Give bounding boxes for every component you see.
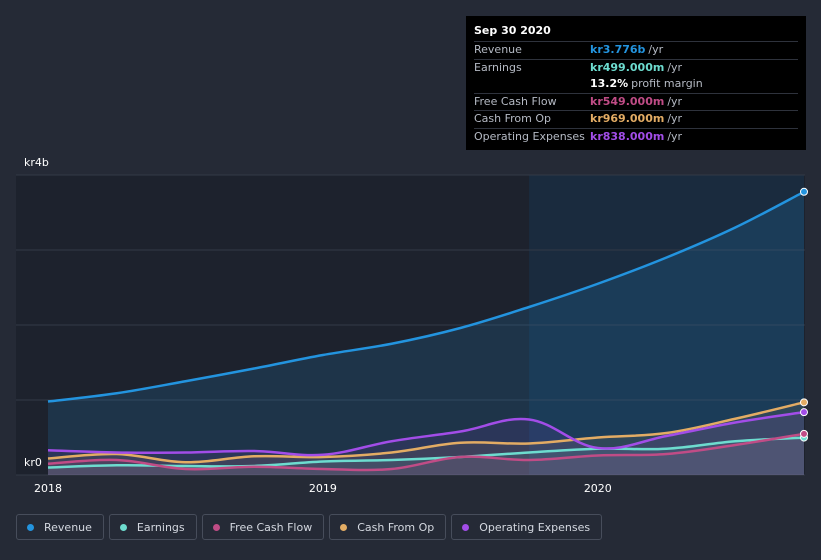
line-cash-from-op xyxy=(47,401,805,464)
legend-dot-icon xyxy=(27,523,34,531)
tooltip-value: kr499.000m xyxy=(590,60,665,74)
legend-item-operating-expenses[interactable]: Operating Expenses xyxy=(451,514,603,540)
tooltip-unit: /yr xyxy=(667,129,683,143)
legend-dot-icon xyxy=(462,523,470,531)
legend-item-free-cash-flow[interactable]: Free Cash Flow xyxy=(201,514,325,540)
tooltip-label: Operating Expenses xyxy=(474,129,585,143)
line-chart: kr4b kr0 2018 2019 2020 xyxy=(16,156,808,495)
marker-free-cash-flow xyxy=(800,429,808,438)
grid-lines xyxy=(16,174,805,476)
tooltip-label: Free Cash Flow xyxy=(474,94,557,108)
tooltip-unit: /yr xyxy=(667,112,683,125)
marker-operating-expenses xyxy=(800,408,808,417)
line-operating-expenses xyxy=(47,410,805,457)
tooltip-unit: /yr xyxy=(648,43,664,56)
tooltip-panel: Sep 30 2020 Revenue kr3.776b /yr Earning… xyxy=(466,16,806,150)
tooltip-unit: /yr xyxy=(667,60,683,74)
line-free-cash-flow xyxy=(47,432,805,472)
area-earnings xyxy=(48,437,804,475)
legend-label: Free Cash Flow xyxy=(229,520,313,534)
series-lines xyxy=(47,190,805,472)
tooltip-spacer xyxy=(474,76,590,93)
tooltip-unit: /yr xyxy=(667,94,683,108)
legend-label: Operating Expenses xyxy=(479,520,591,534)
line-revenue xyxy=(47,190,805,403)
tooltip-label: Revenue xyxy=(474,43,522,56)
tooltip-value: kr3.776b xyxy=(590,43,646,56)
y-axis-top-label: kr4b xyxy=(24,156,49,169)
line-earnings xyxy=(47,436,805,469)
tooltip-row-earnings: Earnings kr499.000m /yr xyxy=(474,58,798,77)
tooltip-row-operating-expenses: Operating Expenses kr838.000m /yr xyxy=(474,127,798,146)
area-free-cash-flow xyxy=(48,433,804,475)
series-end-markers xyxy=(800,187,808,442)
chart-legend: Revenue Earnings Free Cash Flow Cash Fro… xyxy=(16,514,603,542)
tooltip-label: Cash From Op xyxy=(474,112,552,125)
x-tick-label: 2019 xyxy=(309,482,337,495)
tooltip-label: Earnings xyxy=(474,60,522,74)
legend-label: Revenue xyxy=(44,520,92,534)
legend-item-cash-from-op[interactable]: Cash From Op xyxy=(329,514,447,540)
x-axis-ticks: 2018 2019 2020 xyxy=(34,482,612,495)
tooltip-row-profit-margin: 13.2% profit margin xyxy=(474,76,798,93)
area-revenue xyxy=(48,191,804,476)
legend-item-earnings[interactable]: Earnings xyxy=(108,514,197,540)
marker-revenue xyxy=(800,187,808,196)
tooltip-date: Sep 30 2020 xyxy=(474,24,551,37)
area-cash-from-op xyxy=(48,402,804,475)
tooltip-value: kr969.000m xyxy=(590,112,665,125)
legend-dot-icon xyxy=(212,523,220,531)
profit-margin-text: profit margin xyxy=(631,77,703,90)
x-tick-label: 2018 xyxy=(34,482,62,495)
tooltip-row-free-cash-flow: Free Cash Flow kr549.000m /yr xyxy=(474,92,798,111)
marker-cash-from-op xyxy=(800,398,808,407)
legend-dot-icon xyxy=(340,523,348,531)
legend-label: Cash From Op xyxy=(357,520,435,534)
legend-label: Earnings xyxy=(136,520,185,534)
legend-dot-icon xyxy=(119,523,127,531)
tooltip-row-cash-from-op: Cash From Op kr969.000m /yr xyxy=(474,110,798,128)
tooltip-value: kr838.000m xyxy=(590,129,665,143)
legend-item-revenue[interactable]: Revenue xyxy=(16,514,104,540)
profit-margin-value: 13.2% xyxy=(590,77,629,90)
series-areas xyxy=(48,191,804,476)
tooltip-row-revenue: Revenue kr3.776b /yr xyxy=(474,41,798,59)
tooltip-value: kr549.000m xyxy=(590,94,665,108)
x-tick-label: 2020 xyxy=(584,482,612,495)
area-operating-expenses xyxy=(48,412,804,475)
y-axis-bottom-label: kr0 xyxy=(24,456,42,469)
